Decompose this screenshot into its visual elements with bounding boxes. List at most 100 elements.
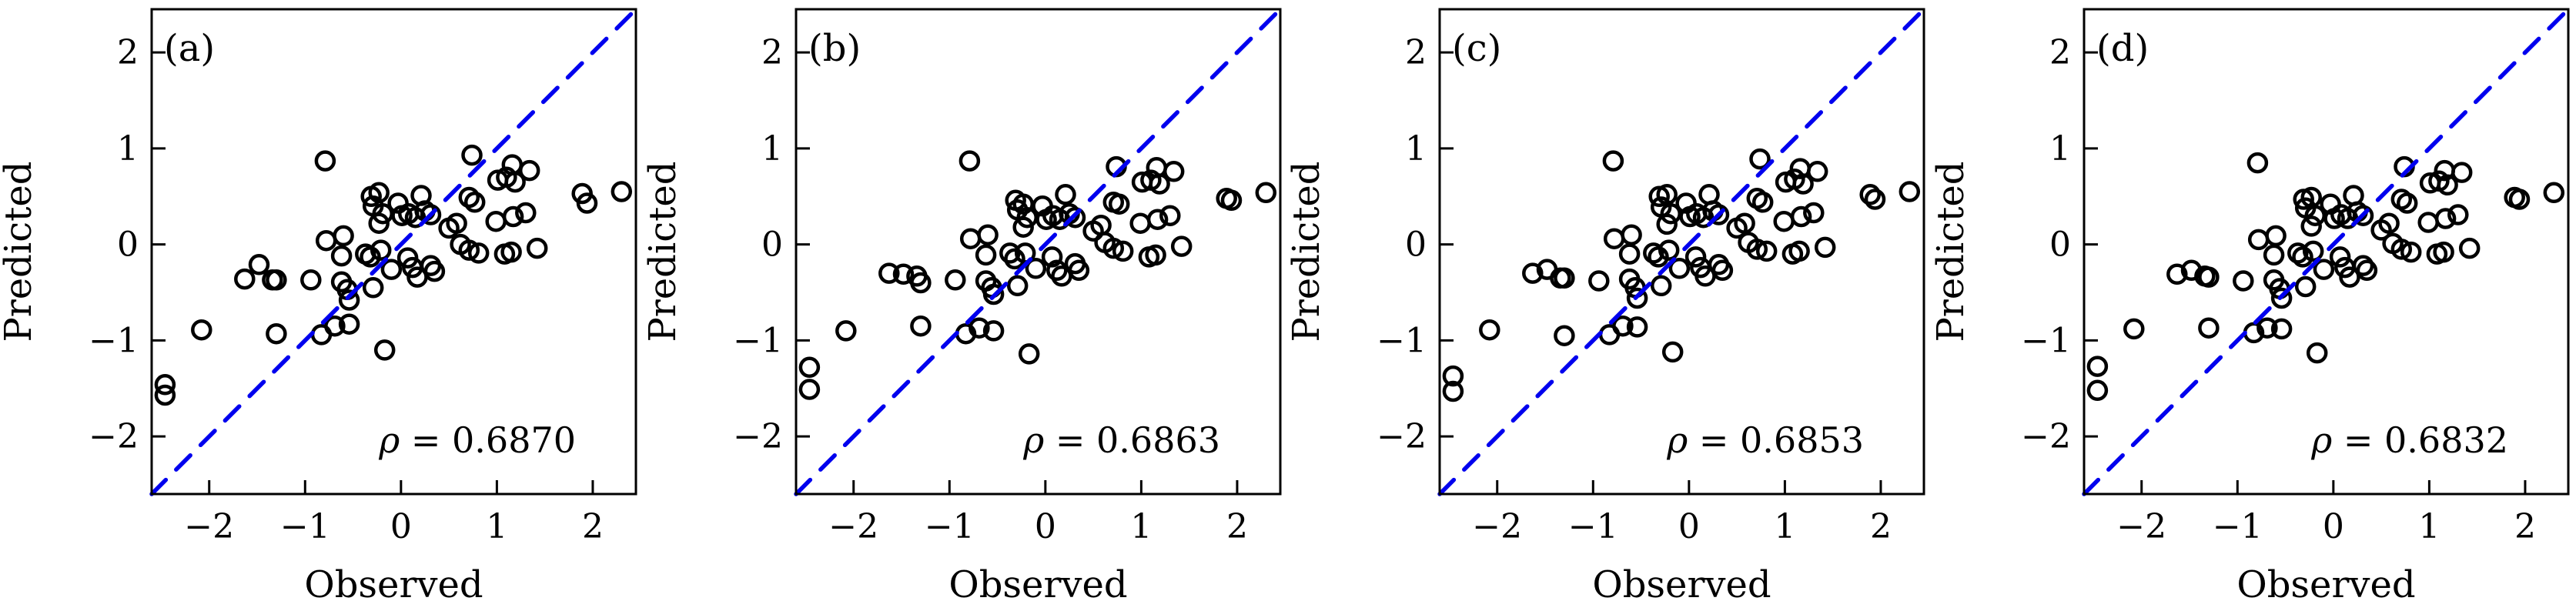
data-point <box>461 144 483 166</box>
scatter-panel-a: −2 −1 0 1 2 −2 −1 0 1 2 Observed Predicted (a) ρ = 0.… <box>0 0 644 611</box>
data-point <box>2233 270 2254 292</box>
y-tick-label: 1 <box>117 129 139 169</box>
y-tick-label: 0 <box>1405 225 1427 265</box>
data-point <box>2433 241 2454 263</box>
data-point <box>1626 287 1648 309</box>
data-point <box>1108 193 1130 215</box>
data-point <box>1658 239 1680 261</box>
data-point <box>2508 189 2531 210</box>
data-point <box>266 269 287 291</box>
y-tick-label: 2 <box>761 33 783 72</box>
data-point <box>1806 161 1828 182</box>
data-point <box>2263 244 2285 266</box>
data-point <box>515 202 537 224</box>
data-point <box>2434 208 2457 229</box>
x-tick-label: −1 <box>2213 507 2263 546</box>
data-point <box>2417 212 2439 233</box>
data-point <box>1648 246 1669 268</box>
x-tick-label: 2 <box>1870 507 1892 546</box>
data-point <box>1055 184 1076 205</box>
data-point <box>458 186 480 209</box>
data-point <box>1711 259 1734 282</box>
data-point <box>1773 210 1795 232</box>
data-point <box>368 212 390 234</box>
data-point <box>1112 240 1134 262</box>
data-point <box>1006 275 1029 297</box>
plot-frame <box>2083 8 2570 496</box>
y-axis-label: Predicted <box>1932 161 1972 342</box>
data-point <box>191 319 212 341</box>
data-point <box>1792 173 1814 195</box>
x-tick-label: 1 <box>1130 507 1152 546</box>
data-point <box>2270 287 2293 309</box>
data-point <box>387 192 409 214</box>
data-point <box>2356 259 2378 282</box>
panel-label: (c) <box>1452 27 1501 70</box>
data-point <box>362 277 384 299</box>
data-point <box>2166 263 2188 285</box>
data-point <box>1255 182 1277 204</box>
y-tick-label: −1 <box>733 321 783 360</box>
data-point <box>1751 192 1774 213</box>
data-point <box>892 263 915 285</box>
data-point <box>1661 341 1684 363</box>
data-point <box>2396 192 2418 214</box>
panel-label: (a) <box>164 27 215 70</box>
scatter-panel-d: −2 −1 0 1 2 −2 −1 0 1 2 Observed Predicted (d) ρ = 0.… <box>1932 0 2576 611</box>
data-point <box>154 384 176 406</box>
data-point <box>485 210 507 232</box>
x-tick-label: 1 <box>1774 507 1795 546</box>
x-tick-label: 2 <box>582 507 604 546</box>
data-point <box>2265 225 2287 247</box>
data-point <box>1041 246 1063 268</box>
data-point <box>1025 258 1047 279</box>
data-point <box>1598 324 1621 346</box>
data-point <box>1018 343 1040 365</box>
data-point <box>2304 205 2326 226</box>
data-point <box>1522 262 1544 284</box>
x-tick-label: 0 <box>2323 507 2344 546</box>
x-tick-label: −2 <box>1472 507 1522 546</box>
plot-frame <box>1438 8 1925 496</box>
data-point <box>1149 173 1170 195</box>
data-point <box>463 192 486 213</box>
x-tick-label: −2 <box>184 507 234 546</box>
data-point <box>2123 318 2145 340</box>
data-point <box>1442 380 1464 402</box>
data-point <box>2339 266 2360 288</box>
data-point <box>1554 325 1575 346</box>
data-point <box>2437 174 2458 196</box>
data-point <box>1588 270 1610 292</box>
data-point <box>999 242 1021 264</box>
data-point <box>2287 242 2309 264</box>
panel-label: (d) <box>2096 27 2149 70</box>
x-axis-label: Observed <box>2236 563 2415 606</box>
data-point <box>959 228 982 249</box>
data-point <box>2458 237 2481 259</box>
data-point <box>798 356 821 379</box>
identity-line <box>2082 7 2571 496</box>
data-point <box>1170 235 1193 257</box>
data-point <box>248 254 270 275</box>
y-tick-label: −2 <box>733 417 783 456</box>
data-point <box>1220 189 1243 212</box>
y-tick-label: −2 <box>89 417 139 456</box>
data-point <box>1859 184 1881 205</box>
data-point <box>423 260 446 282</box>
data-point <box>1788 240 1810 262</box>
y-tick-label: −2 <box>2021 417 2071 456</box>
data-point <box>154 374 176 396</box>
data-point <box>982 283 1005 306</box>
data-point <box>338 289 360 311</box>
y-tick-label: 0 <box>761 225 783 265</box>
data-point <box>1442 365 1464 387</box>
data-point <box>1602 150 1624 172</box>
data-point <box>1864 189 1886 210</box>
data-point <box>467 242 490 264</box>
data-point <box>518 159 540 182</box>
data-point <box>1656 213 1678 235</box>
rho-annotation: ρ = 0.6853 <box>1666 419 1864 461</box>
data-point <box>1554 267 1575 289</box>
data-point <box>2320 193 2341 215</box>
